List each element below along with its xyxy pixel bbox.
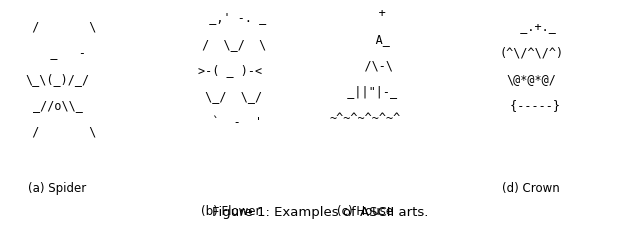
Text: _||"|-_: _||"|-_ [333, 85, 397, 98]
Text: (c) House: (c) House [337, 204, 393, 217]
Text: _,' -. _: _,' -. _ [195, 11, 266, 24]
Text: \@*@*@/: \@*@*@/ [506, 73, 556, 86]
Text: ~^~^~^~^~^: ~^~^~^~^~^ [329, 111, 401, 124]
Text: \_\(_)/_/: \_\(_)/_/ [26, 73, 90, 86]
Text: /\-\: /\-\ [336, 59, 394, 72]
Text: /       \: / \ [19, 125, 97, 138]
Text: _//o\\_: _//o\\_ [33, 99, 83, 112]
Text: +: + [344, 7, 386, 20]
Text: {-----}: {-----} [502, 99, 560, 112]
Text: (^\/^\/^): (^\/^\/^) [499, 47, 563, 59]
Text: _   -: _ - [29, 47, 86, 59]
Text: A_: A_ [340, 33, 390, 46]
Text: Figure 1: Examples of ASCII arts.: Figure 1: Examples of ASCII arts. [212, 205, 428, 218]
Text: \_/  \_/: \_/ \_/ [198, 90, 262, 103]
Text: (b) Flower: (b) Flower [201, 204, 260, 217]
Text: (a) Spider: (a) Spider [28, 182, 87, 195]
Text: >-( _ )-<: >-( _ )-< [198, 64, 262, 76]
Text: `  -  ': ` - ' [198, 116, 262, 129]
Text: /       \: / \ [19, 20, 97, 33]
Text: _.+._: _.+._ [506, 20, 556, 33]
Text: /  \_/  \: / \_/ \ [195, 37, 266, 50]
Text: (d) Crown: (d) Crown [502, 182, 560, 195]
